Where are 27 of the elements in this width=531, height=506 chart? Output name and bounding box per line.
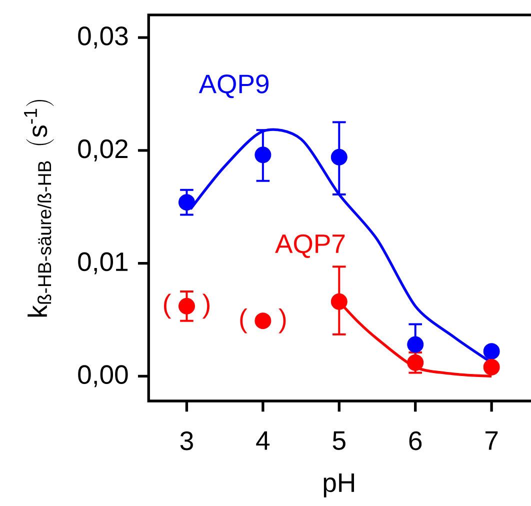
y-tick-label: 0,02 [78, 139, 128, 162]
series-label: AQP7 [275, 234, 345, 258]
y-tick-label: 0,03 [78, 26, 128, 48]
point [407, 354, 424, 371]
point [178, 194, 195, 210]
y-tick-label: 0,00 [78, 365, 128, 388]
point [407, 336, 424, 353]
x-tick-label: 6 [409, 431, 422, 450]
point [483, 358, 500, 376]
annotation: ( [240, 308, 248, 334]
point [330, 293, 348, 310]
point [254, 146, 272, 164]
x-tick-label: 7 [486, 431, 498, 450]
point [483, 342, 500, 360]
point [330, 148, 348, 166]
x-tick-label: 4 [256, 431, 270, 450]
point [254, 312, 272, 329]
x-tick-label: 5 [332, 431, 346, 450]
y-tick-label: 0,01 [78, 252, 128, 274]
x-axis-title: pH [324, 473, 354, 498]
series-label: AQP9 [198, 74, 269, 98]
annotation: ) [202, 294, 210, 318]
annotation: ) [278, 308, 286, 334]
annotation: ( [164, 294, 172, 318]
y-axis-title: $\text{k}_{\text{ß-HB-säure/ß-HB}}\ \,(\text{s}^{\text{-1}})$ [24, 100, 54, 316]
point [178, 298, 195, 314]
x-tick-label: 3 [180, 431, 193, 450]
